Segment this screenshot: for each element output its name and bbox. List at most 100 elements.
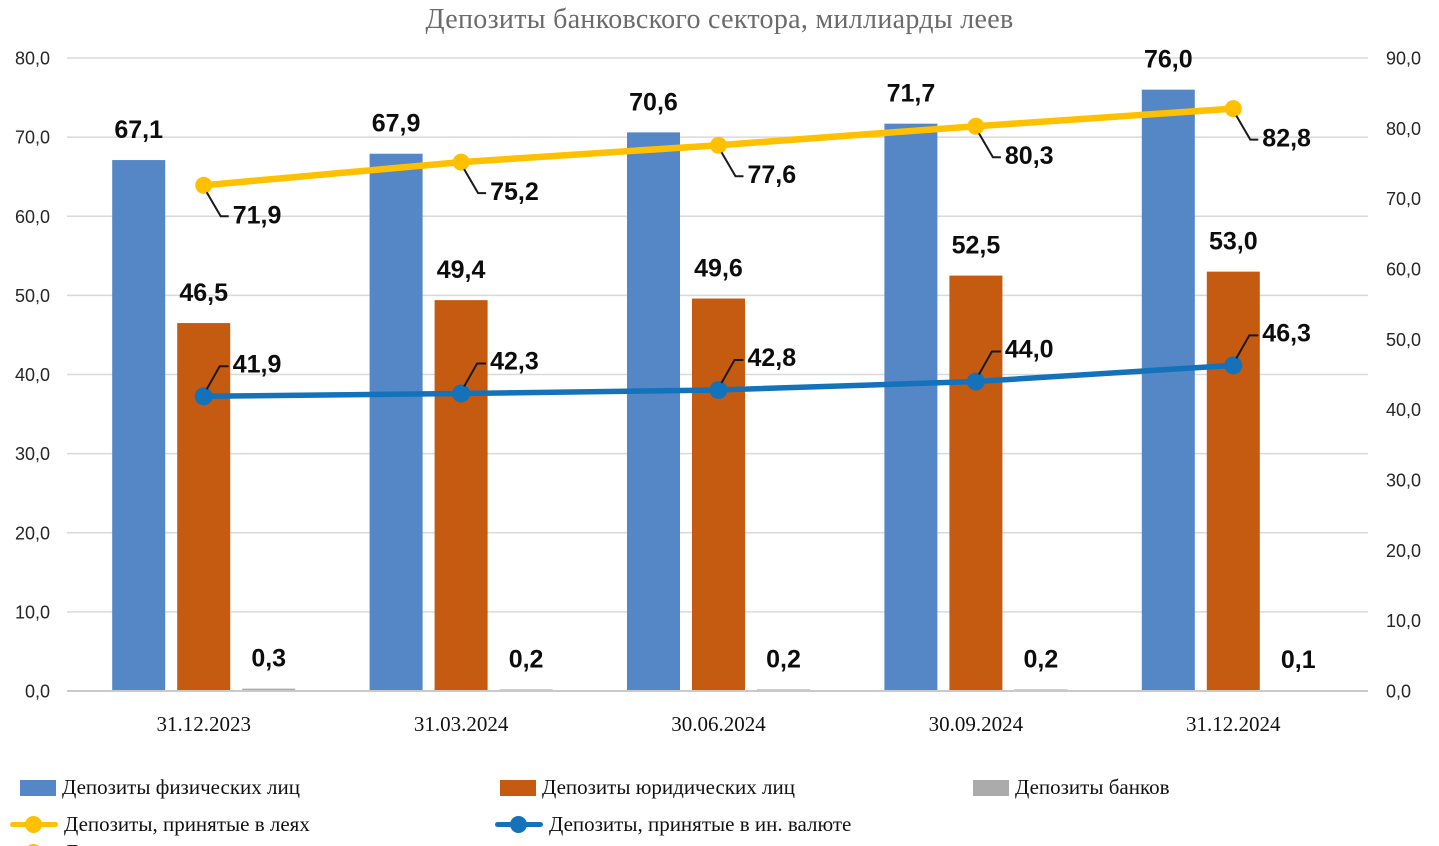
bar-value-label: 53,0 [1209,228,1258,256]
left-axis-tick: 60,0 [15,207,50,227]
marker-s1-c1 [452,384,471,403]
marker-s1-c2 [709,380,728,399]
callout-leader [720,151,744,178]
marker-s0-c2 [710,136,727,154]
bar-s1-c4 [1206,271,1260,691]
line-value-label: 46,3 [1262,319,1311,347]
callout-leader [978,132,1001,159]
line-value-label: 77,6 [748,161,797,189]
callout-leader [463,362,487,387]
callout-leader [205,365,229,390]
chart-title: Депозиты банковского сектора, миллиарды … [425,4,1014,35]
legend-row-cropped: Депозиты, принятые в леях [10,840,910,846]
callout-leader [1235,334,1259,359]
bar-swatch-gray-icon [973,779,1009,796]
right-axis-tick: 60,0 [1386,260,1421,280]
bar-value-label: 52,5 [952,232,1001,260]
left-axis-tick: 0,0 [25,682,50,702]
left-axis-tick: 80,0 [15,49,50,69]
legend-item-deposits-banks: Депозиты банков [973,775,1170,800]
marker-s0-c1 [452,153,470,171]
line-value-label: 42,8 [748,344,797,372]
left-axis-tick: 20,0 [15,523,50,543]
bar-value-label: 0,2 [509,645,544,673]
bar-s1-c2 [692,298,745,691]
left-axis-tick: 30,0 [15,444,50,464]
x-axis-label: 31.12.2024 [1186,712,1281,736]
marker-s0-c3 [967,117,985,135]
x-axis-label: 31.12.2023 [156,712,251,736]
line-value-label: 41,9 [233,350,282,378]
bar-value-label: 0,3 [251,645,286,673]
bar-value-label: 76,0 [1144,46,1193,74]
marker-s0-c4 [1224,100,1242,118]
right-axis-tick: 70,0 [1386,189,1421,209]
line-value-label: 80,3 [1005,142,1054,170]
line-value-label: 44,0 [1005,336,1054,364]
callout-leader [720,358,744,384]
callout-leader [205,191,229,218]
bar-s0-c3 [884,123,938,691]
legend-item-deposits-individuals: Депозиты физических лиц [20,775,300,800]
marker-s0-c0 [195,176,213,194]
callout-leader [1235,115,1259,141]
left-axis-tick: 50,0 [15,286,50,306]
legend-item-cropped: Депозиты, принятые в леях [10,840,910,846]
line-marker-cropped-icon [10,843,58,846]
marker-s1-c3 [966,372,985,391]
left-axis-tick: 70,0 [15,128,50,148]
bar-value-label: 49,6 [694,255,743,283]
legend-item-deposits-in-lei: Депозиты, принятые в леях [10,812,310,837]
line-marker-blue-icon [495,815,543,834]
marker-s1-c4 [1224,356,1243,375]
bar-value-label: 71,7 [887,80,936,108]
bar-value-label: 49,4 [437,256,486,284]
callout-leader [978,350,1001,376]
bar-s0-c2 [627,132,680,691]
callout-leader [463,168,487,195]
bar-value-label: 46,5 [179,279,228,307]
legend-label: Депозиты, принятые в ин. валюте [549,812,852,836]
line-value-label: 82,8 [1262,125,1311,153]
legend-label: Депозиты физических лиц [62,775,300,799]
bar-s1-c0 [177,323,231,691]
line-value-label: 42,3 [490,347,539,375]
line-value-label: 71,9 [233,201,282,229]
bar-value-label: 0,2 [766,645,801,673]
bar-value-label: 67,1 [114,116,163,144]
legend-item-deposits-legal-entities: Депозиты юридических лиц [500,775,795,800]
bar-value-label: 0,1 [1281,646,1316,674]
x-axis-label: 30.06.2024 [671,712,766,736]
bar-s2-c0 [242,688,296,691]
x-axis-label: 31.03.2024 [414,712,509,736]
marker-s1-c0 [194,387,213,406]
left-axis-tick: 40,0 [15,365,50,385]
left-axis-tick: 10,0 [15,602,50,622]
bar-value-label: 70,6 [629,88,678,116]
right-axis-tick: 80,0 [1386,119,1421,139]
bar-swatch-blue-icon [20,779,56,796]
right-axis-tick: 40,0 [1386,400,1421,420]
bar-s0-c0 [112,160,166,692]
bar-s1-c3 [949,275,1003,691]
right-axis-tick: 50,0 [1386,330,1421,350]
bar-s0-c1 [369,153,423,691]
bar-value-label: 0,2 [1024,645,1059,673]
right-axis-tick: 10,0 [1386,611,1421,631]
right-axis-tick: 0,0 [1386,682,1411,702]
right-axis-tick: 30,0 [1386,471,1421,491]
legend-label: Депозиты, принятые в леях [64,812,310,836]
line-marker-yellow-icon [10,815,58,834]
bar-s0-c4 [1141,89,1195,691]
bar-s1-c1 [434,300,488,691]
legend-label: Депозиты банков [1015,775,1170,799]
right-axis-tick: 90,0 [1386,49,1421,69]
bar-value-label: 67,9 [372,110,421,138]
x-axis-label: 30.09.2024 [929,712,1024,736]
bar-swatch-orange-icon [500,779,536,796]
legend-label: Депозиты юридических лиц [542,775,795,799]
right-axis-tick: 20,0 [1386,541,1421,561]
legend-item-deposits-in-foreign-currency: Депозиты, принятые в ин. валюте [495,812,851,837]
line-value-label: 75,2 [490,178,539,206]
